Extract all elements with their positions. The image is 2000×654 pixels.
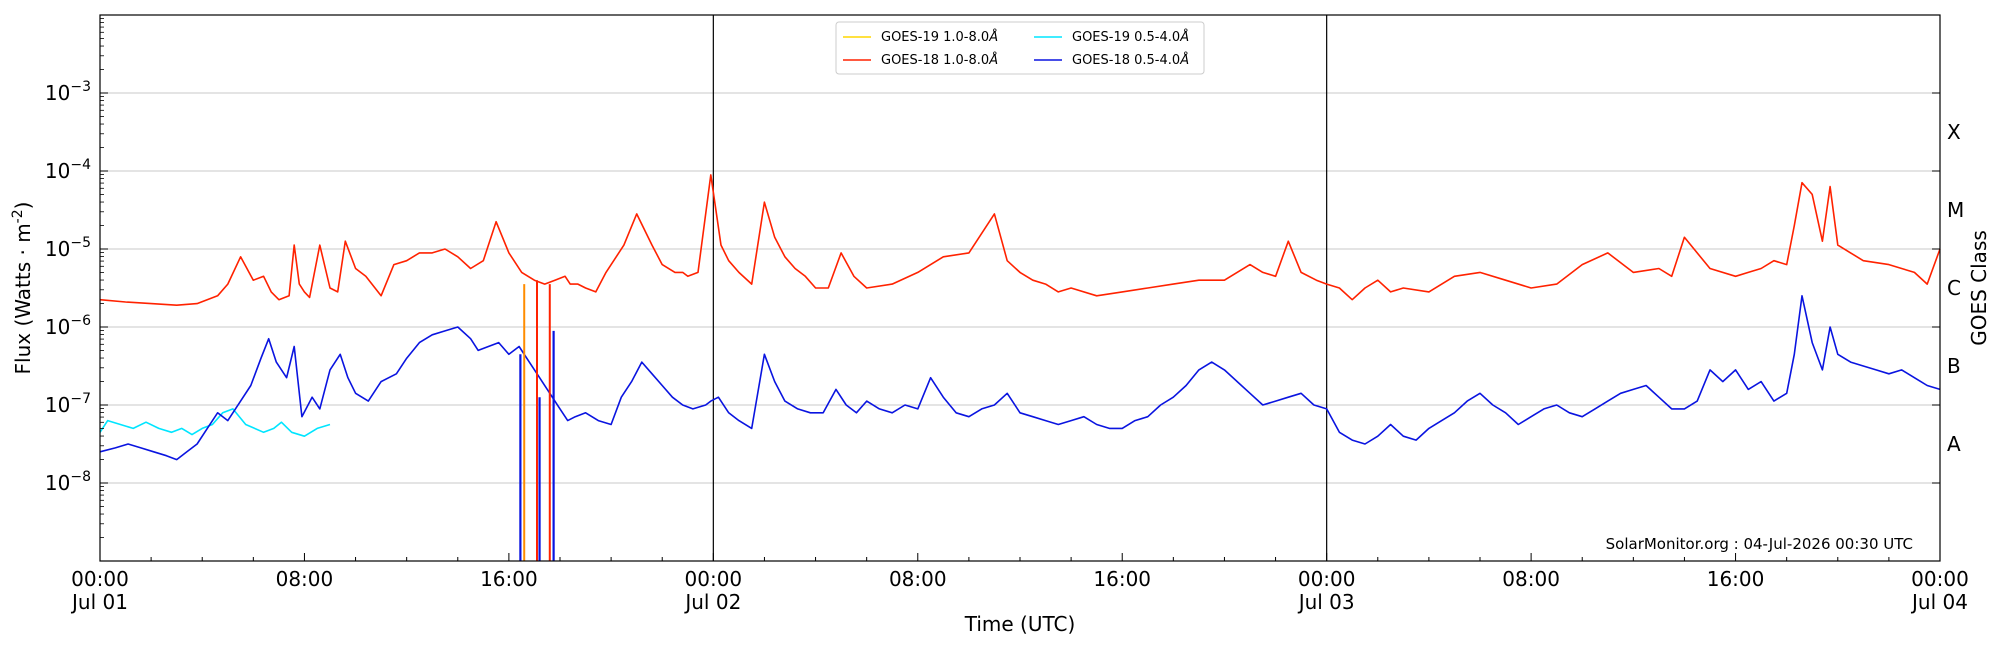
legend-label-goes19-long: GOES-19 1.0-8.0Å [881, 29, 998, 45]
y-tick-label: 10−5 [45, 235, 91, 261]
y-tick-label: 10−7 [45, 391, 91, 417]
x-tick-label: 16:00 [1707, 567, 1765, 591]
y-axis-label-close: ) [11, 202, 35, 210]
x-tick-label: 08:00 [276, 567, 334, 591]
series-lines [99, 174, 1941, 461]
goes-class-labels: A B C M X [1947, 120, 1964, 456]
x-tick-label: 00:00 [1911, 567, 1969, 591]
x-tick-label: 08:00 [1502, 567, 1560, 591]
legend: GOES-19 1.0-8.0Å GOES-18 1.0-8.0Å GOES-1… [835, 21, 1205, 75]
goes-class-label-a: A [1947, 432, 1961, 456]
x-tick-label: 00:00 [685, 567, 743, 591]
x-tick-date-label: Jul 01 [70, 590, 128, 614]
legend-label-goes18-long: GOES-18 1.0-8.0Å [881, 52, 998, 68]
goes-class-label-m: M [1947, 198, 1964, 222]
x-tick-date-label: Jul 04 [1910, 590, 1968, 614]
x-axis-label: Time (UTC) [964, 612, 1076, 636]
watermark-text: SolarMonitor.org : 04-Jul-2026 00:30 UTC [1606, 535, 1913, 553]
y-axis-label-main: Flux (Watts · m [11, 223, 35, 374]
y2-axis-label: GOES Class [1967, 230, 1991, 346]
y-tick-label: 10−3 [45, 79, 91, 105]
goes-class-label-x: X [1947, 120, 1961, 144]
goes-class-label-c: C [1947, 276, 1961, 300]
y-axis-label-superscript: -2 [10, 209, 26, 223]
y-axis-label: Flux (Watts · m-2) [10, 202, 35, 375]
y-tick-label: 10−6 [45, 313, 91, 339]
y-axis-ticks: 10−8 10−7 10−6 10−5 10−4 10−3 [45, 14, 1940, 562]
gridlines [100, 92, 1940, 484]
x-tick-label: 16:00 [480, 567, 538, 591]
legend-label-goes18-short: GOES-18 0.5-4.0Å [1072, 52, 1189, 68]
series-line-1 [99, 174, 1941, 307]
legend-box [835, 21, 1205, 75]
y-tick-label: 10−4 [45, 157, 91, 183]
y-tick-label: 10−8 [45, 469, 91, 495]
day-boundary-lines [712, 15, 1328, 561]
plot-frame [99, 14, 1941, 562]
series-line-3 [99, 294, 1941, 461]
x-tick-date-label: Jul 02 [683, 590, 741, 614]
legend-label-goes19-short: GOES-19 0.5-4.0Å [1072, 29, 1189, 45]
x-tick-label: 16:00 [1093, 567, 1151, 591]
goes-class-label-b: B [1947, 354, 1961, 378]
x-tick-label: 00:00 [1298, 567, 1356, 591]
x-tick-label: 00:00 [71, 567, 129, 591]
dropout-spikes [519, 280, 555, 561]
series-line-2 [99, 408, 331, 438]
x-tick-label: 08:00 [889, 567, 947, 591]
x-tick-date-label: Jul 03 [1297, 590, 1355, 614]
